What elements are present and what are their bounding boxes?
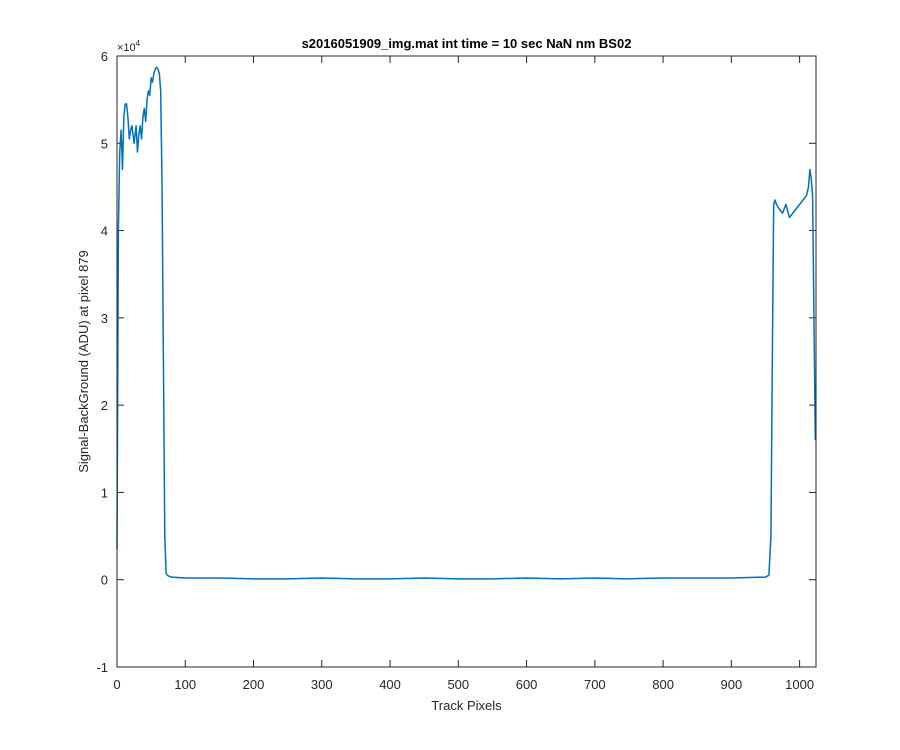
x-tick-label: 200 xyxy=(243,677,265,692)
y-tick-label: 1 xyxy=(101,485,108,500)
plot-area xyxy=(117,56,816,667)
y-axis-exponent: ×104 xyxy=(117,39,141,54)
series-layer xyxy=(116,66,817,580)
x-tick-label: 800 xyxy=(652,677,674,692)
x-tick-label: 1000 xyxy=(785,677,814,692)
x-tick-label: 400 xyxy=(379,677,401,692)
y-tick-label: 3 xyxy=(101,311,108,326)
y-exponent-base: ×10 xyxy=(117,42,136,54)
x-tick-label: 0 xyxy=(113,677,120,692)
y-tick-label: 0 xyxy=(101,573,108,588)
y-tick-label: 2 xyxy=(101,398,108,413)
y-axis-label: Signal-BackGround (ADU) at pixel 879 xyxy=(76,250,91,473)
plot-frame xyxy=(116,55,817,668)
x-tick-label: 100 xyxy=(174,677,196,692)
x-tick-label: 600 xyxy=(516,677,538,692)
x-tick-label: 500 xyxy=(447,677,469,692)
y-exponent-power: 4 xyxy=(136,39,141,48)
y-tick-label: 5 xyxy=(101,136,108,151)
y-tick-label: -1 xyxy=(96,660,108,675)
x-axis-label: Track Pixels xyxy=(431,698,502,713)
labels-layer: 0 100 200 300 400 500 600 700 800 900 1000 -1 0 1 2 3 4 5… xyxy=(96,49,814,692)
series-line xyxy=(116,66,817,580)
x-tick-label: 300 xyxy=(311,677,333,692)
x-tick-label: 700 xyxy=(584,677,606,692)
chart-title: s2016051909_img.mat int time = 10 sec Na… xyxy=(302,36,632,51)
x-tick-label: 900 xyxy=(721,677,743,692)
y-tick-label: 6 xyxy=(101,49,108,64)
y-tick-label: 4 xyxy=(101,224,108,239)
